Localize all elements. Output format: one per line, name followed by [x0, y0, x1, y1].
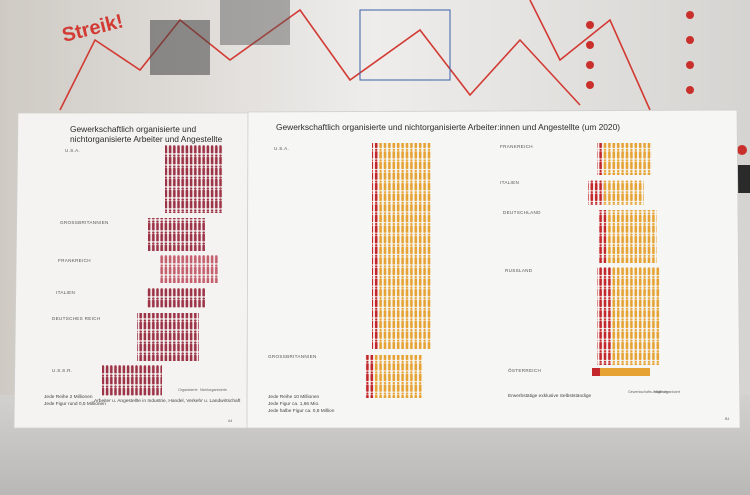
legend-label: Nichtorganisierte	[200, 388, 227, 392]
figure-grid	[588, 180, 604, 205]
left-note: Arbeiter u. Angestellte in Industrie, Ha…	[94, 398, 241, 404]
legend-label: Organisierte	[178, 388, 198, 392]
figure-grid	[160, 255, 218, 283]
country-label: ITALIEN	[500, 180, 519, 185]
country-label: FRANKREICH	[500, 144, 533, 149]
left-title-line: Gewerkschaftlich organisierte und	[70, 124, 196, 134]
country-label: ITALIEN	[56, 290, 75, 295]
figure-grid	[365, 355, 374, 398]
country-label: RUSSLAND	[505, 268, 533, 273]
country-label: GROSSBRITANNIEN	[268, 354, 317, 359]
country-label: DEUTSCHES REICH	[52, 316, 100, 321]
figure-grid	[612, 267, 660, 365]
scale-note: Jede Figur rund 0,5 Millionen	[44, 401, 106, 407]
left-title-line: nichtorganisierte Arbeiter und Angestell…	[70, 134, 223, 144]
figure-grid	[147, 288, 205, 308]
figure-grid	[606, 210, 657, 263]
figure-grid	[165, 145, 223, 213]
country-label: GROSSBRITANNIEN	[60, 220, 109, 225]
country-label: DEUTSCHLAND	[503, 210, 541, 215]
wall-exhibit	[59, 0, 651, 111]
country-label: FRANKREICH	[58, 258, 91, 263]
figure-grid	[102, 365, 162, 396]
figure-grid	[148, 218, 205, 251]
scale-note: Jede Reihe 10 Millionen	[268, 394, 320, 400]
figure-grid	[602, 143, 652, 175]
right-note: Erwerbstätige exklusive Selbstständige	[508, 393, 592, 399]
figure-grid	[374, 355, 423, 398]
figure-grid	[597, 267, 612, 365]
right-title: Gewerkschaftlich organisierte und nichto…	[276, 122, 620, 132]
country-label: U.S.A.	[65, 148, 80, 153]
figure-row	[592, 368, 600, 376]
figure-grid	[137, 313, 199, 361]
figure-grid	[372, 143, 378, 349]
page-number: A4	[228, 419, 232, 423]
legend-label: Gewerkschafts-mitglieder	[628, 390, 669, 394]
figure-row	[600, 368, 650, 376]
scale-note: Jede Reihe 2 Millionen	[44, 394, 93, 400]
figure-grid	[378, 143, 431, 349]
figure-grid	[598, 210, 606, 263]
country-label: U.S.S.R.	[52, 368, 72, 373]
figure-grid	[604, 180, 644, 205]
scale-note: Jede halbe Figur ca. 0,8 Million	[268, 408, 335, 414]
scale-note: Jede Figur ca. 1,66 Mio.	[268, 401, 319, 407]
figure-grid	[597, 143, 602, 175]
page-number: B4	[725, 417, 729, 421]
country-label: ÖSTERREICH	[508, 367, 541, 373]
country-label: U.S.A.	[274, 146, 289, 151]
right-panel	[246, 109, 741, 429]
legend-label: Nicht organisiert	[654, 390, 680, 394]
